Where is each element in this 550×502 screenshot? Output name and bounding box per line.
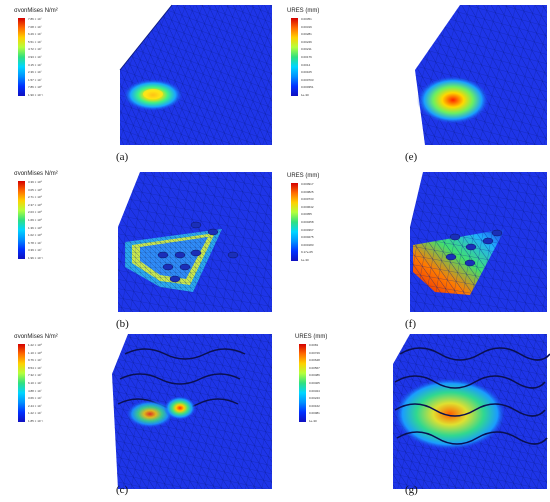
fem-render-f — [410, 172, 547, 312]
legend-tick: 1e-30 — [309, 419, 317, 423]
legend-tick: 1.36 × 10⁸ — [28, 225, 42, 230]
legend-tick: 0.00351 — [301, 17, 312, 21]
legend-tick: 0.000733 — [301, 197, 314, 202]
fem-render-a — [119, 4, 272, 145]
legend-title-c: σvonMises N/m² — [14, 334, 58, 340]
legend-tick: 0.00729 — [309, 350, 320, 355]
legend-tick: 0.000367 — [301, 227, 314, 232]
fem-render-g — [393, 334, 550, 489]
legend-tick: 0.00405 — [309, 381, 320, 385]
legend-title-a: σvonMises N/m² — [14, 8, 58, 14]
panel-caption-c: (c) — [116, 484, 129, 496]
panel-caption-a: (a) — [116, 151, 129, 163]
legend-tick: 3.66 × 10⁷ — [28, 396, 42, 401]
legend-tick: 0.00211 — [301, 47, 312, 52]
legend-tick: 6.78 × 10⁷ — [28, 240, 42, 245]
fem-render-c — [112, 334, 272, 489]
legend-tick: 1.22 × 10⁸ — [28, 343, 42, 347]
legend-tick: 0.0081 — [309, 343, 319, 347]
legend-tick: 1.69 × 10⁸ — [28, 218, 42, 222]
legend-tick: 0.00648 — [309, 358, 320, 363]
legend-tick: 0.00246 — [301, 39, 312, 44]
legend-tick: 2.44 × 10⁷ — [28, 403, 42, 408]
panel-caption-e: (e) — [405, 151, 418, 163]
legend-tick: 0.0014 — [301, 62, 311, 67]
panel-e: URES (mm) 0.00351 0.00316 0.00281 0.0024… — [275, 0, 550, 167]
legend-tick: 3.05 × 10⁸ — [28, 187, 42, 192]
legend-title-g: URES (mm) — [295, 334, 328, 340]
legend-tick: 3.93 × 10⁷ — [28, 55, 42, 59]
legend-colorbar-f — [291, 183, 298, 261]
legend-tick: 0.00281 — [301, 32, 312, 37]
fem-render-b — [118, 172, 272, 312]
legend-tick: 0.000275 — [301, 235, 314, 240]
legend-tick: 0.00324 — [309, 388, 320, 393]
legend-tick: 6.29 × 10⁷ — [28, 32, 42, 37]
legend-tick: 0.00567 — [309, 365, 320, 370]
panel-caption-f: (f) — [405, 318, 416, 330]
legend-tick: 4.88 × 10⁷ — [28, 388, 42, 393]
legend-tick: 0.00055 — [301, 212, 312, 217]
legend-tick: 0.00176 — [301, 55, 312, 59]
legend-tick: 3.39 × 10⁸ — [28, 180, 42, 184]
legend-colorbar-a — [18, 18, 25, 96]
legend-tick: 1.57 × 10⁷ — [28, 77, 42, 82]
fem-render-e — [415, 5, 547, 145]
legend-tick: 4.72 × 10⁷ — [28, 47, 42, 52]
legend-tick: 5.51 × 10⁷ — [28, 39, 42, 44]
legend-tick: 3.15 × 10⁷ — [28, 62, 42, 67]
legend-tick: 7.86 × 10⁷ — [28, 17, 42, 21]
legend-colorbar-b — [18, 181, 25, 259]
legend-tick: 0.000458 — [301, 220, 314, 224]
legend-colorbar-g — [299, 344, 306, 422]
legend-tick: 9.76 × 10⁷ — [28, 358, 42, 363]
legend-tick: 1.10 × 10⁸ — [28, 350, 42, 355]
legend-tick: 0.000825 — [301, 189, 314, 194]
legend-tick: 1e-30 — [301, 258, 309, 262]
legend-tick: 0.000351 — [301, 85, 314, 90]
legend-tick: 0.00162 — [309, 403, 320, 408]
legend-tick: 0.000642 — [301, 204, 314, 209]
panel-a: σvonMises N/m² 7.86 × 10⁷ 7.08 × 10⁷ 6.2… — [0, 0, 275, 167]
panel-g: URES (mm) 0.0081 0.00729 0.00648 0.00567… — [275, 334, 550, 502]
legend-tick: 0.00105 — [301, 70, 312, 75]
legend-tick: 9.17e-05 — [301, 250, 313, 255]
legend-tick: 0.00081 — [309, 411, 320, 416]
legend-tick: 1.85 × 10⁻¹ — [28, 419, 44, 423]
legend-tick: 0.000917 — [301, 182, 314, 186]
legend-colorbar-c — [18, 344, 25, 422]
legend-tick: 1e-30 — [301, 93, 309, 97]
legend-title-b: σvonMises N/m² — [14, 171, 58, 177]
legend-tick: 1.02 × 10⁸ — [28, 233, 42, 238]
legend-tick: 1.96 × 10⁻¹ — [28, 256, 44, 260]
legend-title-f: URES (mm) — [287, 173, 320, 179]
legend-tick: 1.22 × 10⁷ — [28, 411, 42, 416]
legend-tick: 7.86 × 10⁶ — [28, 85, 42, 90]
legend-tick: 7.32 × 10⁷ — [28, 373, 42, 378]
panel-caption-g: (g) — [405, 484, 418, 496]
legend-tick: 6.10 × 10⁷ — [28, 381, 42, 385]
panel-caption-b: (b) — [116, 318, 129, 330]
legend-tick: 0.000703 — [301, 77, 314, 82]
legend-tick: 3.39 × 10⁷ — [28, 248, 42, 253]
legend-tick: 2.36 × 10⁷ — [28, 70, 42, 75]
panel-b: σvonMises N/m² 3.39 × 10⁸ 3.05 × 10⁸ 2.7… — [0, 167, 275, 334]
legend-tick: 8.54 × 10⁷ — [28, 365, 42, 370]
legend-tick: 2.71 × 10⁸ — [28, 195, 42, 200]
legend-colorbar-e — [291, 18, 298, 96]
legend-tick: 7.08 × 10⁷ — [28, 24, 42, 29]
legend-tick: 0.00316 — [301, 24, 312, 29]
legend-tick: 0.00486 — [309, 373, 320, 378]
legend-tick: 0.000183 — [301, 242, 314, 247]
legend-tick: 0.00243 — [309, 396, 320, 401]
legend-tick: 2.37 × 10⁸ — [28, 202, 42, 207]
panel-c: σvonMises N/m² 1.22 × 10⁸ 1.10 × 10⁸ 9.7… — [0, 334, 275, 502]
legend-tick: 2.03 × 10⁸ — [28, 210, 42, 215]
legend-tick: 1.90 × 10⁻¹ — [28, 93, 44, 97]
legend-title-e: URES (mm) — [287, 8, 320, 14]
panel-f: URES (mm) 0.000917 0.000825 0.000733 0.0… — [275, 167, 550, 334]
